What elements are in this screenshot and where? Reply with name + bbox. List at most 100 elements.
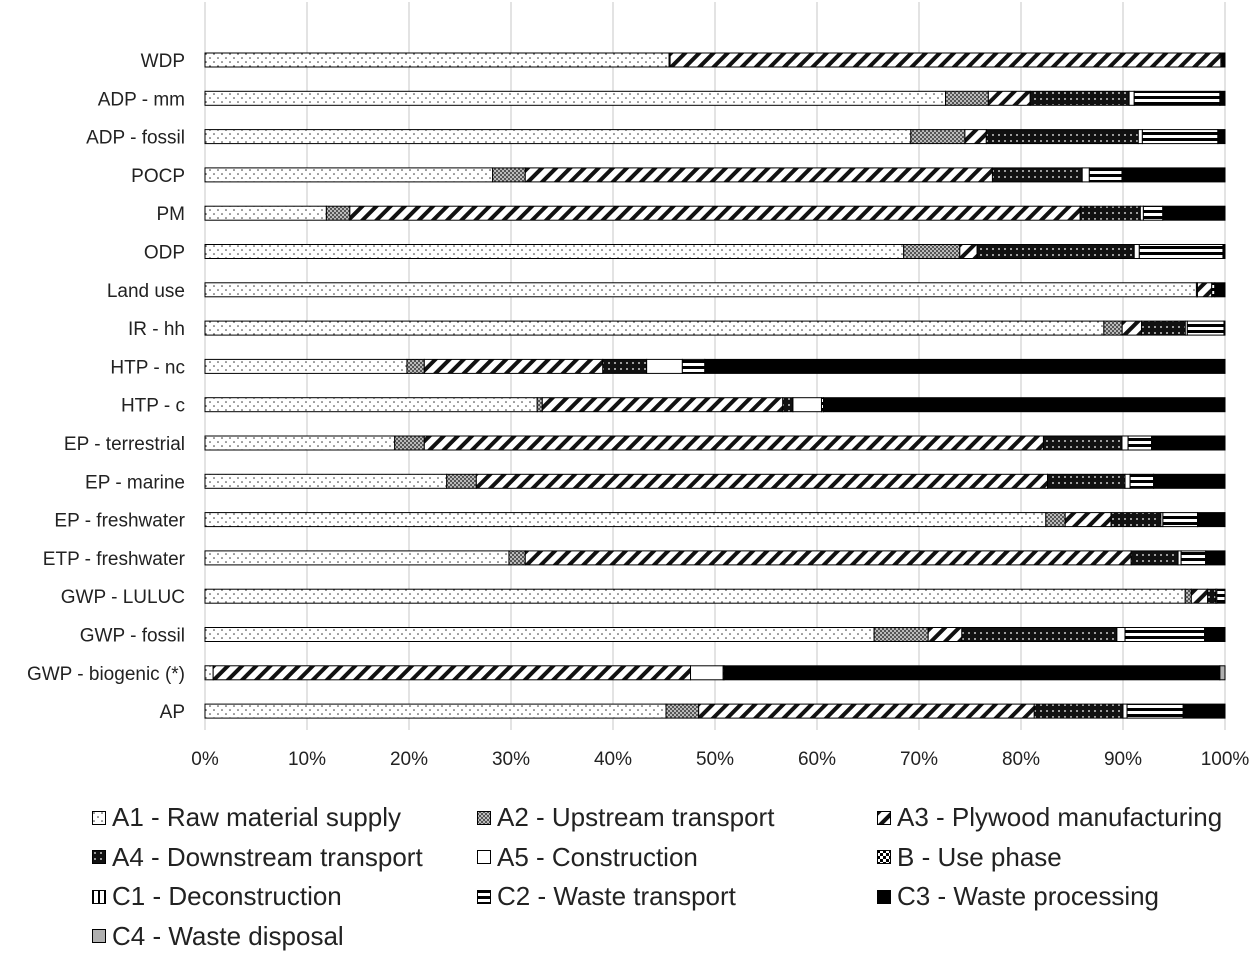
bar-segment-a1 <box>204 588 1186 604</box>
bar-segment-a3 <box>1064 512 1112 528</box>
bar-segment-a1 <box>204 90 947 106</box>
legend-item-a5: A5 - Construction <box>477 842 698 873</box>
bar-segment-c2 <box>1216 588 1226 604</box>
legend-label: C3 - Waste processing <box>897 881 1160 911</box>
legend-swatch <box>877 850 891 864</box>
y-category-label: WDP <box>141 51 185 72</box>
bar-segment-a5 <box>1122 703 1128 719</box>
bar-row-htp-c <box>204 397 1226 413</box>
bar-segment-c2 <box>1133 90 1221 106</box>
legend-item-c2: C2 - Waste transport <box>477 881 736 912</box>
y-category-label: GWP - LULUC <box>61 587 185 608</box>
bar-segment-a3 <box>212 665 692 681</box>
legend-label: A2 - Upstream transport <box>497 802 775 832</box>
bar-row-adp-fossil <box>204 129 1226 145</box>
bar-segment-a3 <box>524 167 993 183</box>
bar-segment-c3 <box>1221 52 1226 68</box>
bar-segment-c3 <box>704 358 1226 374</box>
bar-segment-c2 <box>1138 244 1224 259</box>
bar-segment-a3 <box>423 435 1044 451</box>
bar-segment-a1 <box>204 282 1197 298</box>
bar-segment-a4 <box>782 397 794 413</box>
bar-segment-a1 <box>204 550 510 566</box>
legend-swatch <box>477 889 491 904</box>
y-category-label: EP - freshwater <box>54 511 185 532</box>
legend-swatch <box>477 850 491 864</box>
bar-segment-a4 <box>1033 703 1124 719</box>
bar-segment-a5 <box>690 665 724 681</box>
bar-row-pm <box>204 205 1226 221</box>
bar-segment-a5 <box>646 358 683 374</box>
y-category-label: HTP - c <box>121 396 185 417</box>
bar-segment-a3 <box>349 205 1081 221</box>
bar-row-pocp <box>204 167 1226 183</box>
legend-label: A4 - Downstream transport <box>112 841 423 872</box>
bar-row-ep-freshwater <box>204 512 1226 528</box>
bar-segment-a2 <box>325 205 351 221</box>
bar-segment-a1 <box>204 627 875 642</box>
legend-item-a1: A1 - Raw material supply <box>92 802 401 833</box>
bar-segment-c3 <box>1151 435 1226 451</box>
x-tick-label: 20% <box>390 749 428 770</box>
stacked-bar-chart: 0% 10% 20% 30% 40% 50% 60% 70% 80% 90% 100% WDP ADP … <box>27 2 1249 770</box>
bar-segment-a2 <box>1184 588 1192 604</box>
bar-segment-c3 <box>1223 320 1226 336</box>
y-category-label: ADP - fossil <box>86 128 185 149</box>
bar-segment-a3 <box>475 473 1049 489</box>
bar-segment-c3 <box>1162 205 1226 221</box>
bar-row-odp <box>204 244 1226 259</box>
bar-segment-a2 <box>446 473 477 489</box>
bar-segment-a3 <box>959 244 978 259</box>
y-category-label: POCP <box>131 166 185 187</box>
y-category-label: ADP - mm <box>98 89 185 110</box>
legend-label: A5 - Construction <box>497 841 698 872</box>
bar-segment-a2 <box>873 627 929 642</box>
bar-segment-a3 <box>987 90 1031 106</box>
bar-segment-c2 <box>1141 129 1219 145</box>
legend-item-c4: C4 - Waste disposal <box>92 921 344 952</box>
bar-segment-a1 <box>204 512 1047 528</box>
bar-segment-c2 <box>1186 320 1225 336</box>
bar-segment-c2 <box>1127 435 1153 451</box>
x-tick-label: 10% <box>288 749 326 770</box>
bar-segment-c4 <box>1219 665 1226 681</box>
bar-segment-a4 <box>1110 512 1162 528</box>
bar-row-wdp <box>204 52 1226 68</box>
bar-segment-a1 <box>204 397 538 413</box>
bar-segment-c2 <box>681 358 706 374</box>
bar-row-land-use <box>204 282 1226 298</box>
bar-segment-a3 <box>1121 320 1143 336</box>
bar-segment-c3 <box>723 665 1221 681</box>
legend-item-c1: C1 - Deconstruction <box>92 881 342 912</box>
bar-segment-c2 <box>1126 703 1184 719</box>
bar-segment-a3 <box>698 703 1035 719</box>
bar-segment-c3 <box>1204 627 1226 642</box>
legend-label: A3 - Plywood manufacturing <box>897 802 1223 832</box>
y-category-label: ETP - freshwater <box>43 549 186 570</box>
bar-segment-a2 <box>536 397 543 413</box>
bar-segment-a5 <box>1137 129 1143 145</box>
bar-segment-a4 <box>1207 588 1217 604</box>
legend-label: C1 - Deconstruction <box>112 881 342 911</box>
bar-segment-a4 <box>976 244 1135 259</box>
bar-segment-a1 <box>204 167 494 183</box>
legend-swatch <box>92 889 106 904</box>
y-category-label: AP <box>160 702 185 723</box>
bar-segment-c3 <box>1182 703 1226 719</box>
bar-row-ep-terrestrial <box>204 435 1226 451</box>
bar-segment-a4 <box>602 358 648 374</box>
legend-swatch <box>92 929 106 943</box>
bar-segment-a1 <box>204 320 1105 336</box>
bar-row-etp-freshwater <box>204 550 1226 566</box>
bar-segment-a5 <box>792 397 822 413</box>
legend-label: C2 - Waste transport <box>497 881 736 911</box>
bar-segment-a4 <box>1047 473 1126 489</box>
bar-segment-a3 <box>669 52 1222 68</box>
y-category-label: IR - hh <box>128 319 185 340</box>
y-category-label: ODP <box>144 243 185 264</box>
y-category-label: GWP - biogenic (*) <box>27 664 185 685</box>
legend-swatch <box>477 810 491 825</box>
legend-item-a4: A4 - Downstream transport <box>92 842 423 873</box>
bar-segment-a5 <box>1116 627 1126 642</box>
bar-segment-a4 <box>1130 550 1179 566</box>
